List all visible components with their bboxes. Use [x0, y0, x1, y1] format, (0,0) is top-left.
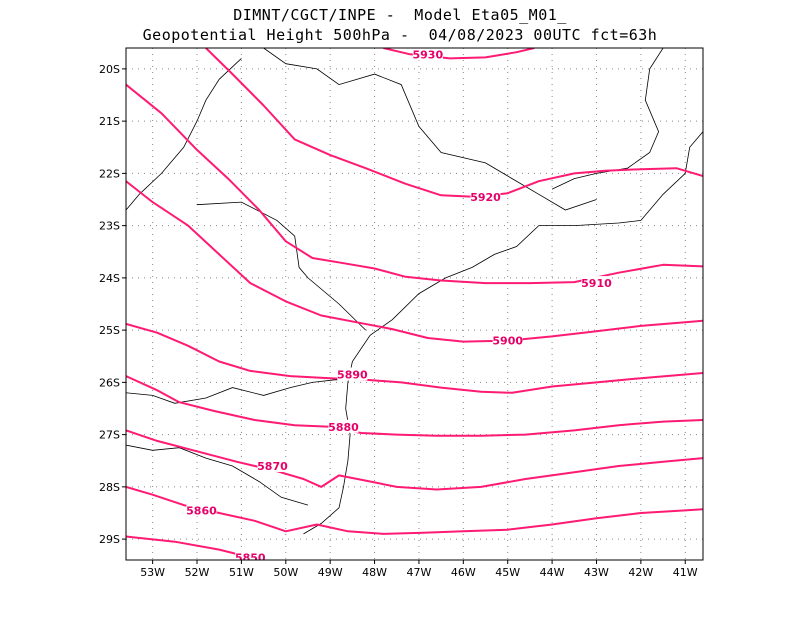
axis-ticks-layer: 20S 21S 22S 23S 24S 25S 26S 27S 28S 29S 53W 52W 51W 5…: [99, 63, 698, 579]
contour-layer: [126, 48, 703, 559]
lat-tick-label: 26S: [99, 376, 120, 389]
coastline: [126, 58, 242, 211]
contour-5920: [205, 48, 703, 198]
contour-label-5890: 5890: [337, 369, 368, 382]
map-subtitle: Geopotential Height 500hPa - 04/08/2023 …: [142, 26, 658, 44]
contour-label-bg: [337, 367, 368, 381]
lon-tick-label: 41W: [673, 566, 698, 579]
lat-tick-label: 23S: [99, 220, 120, 233]
contour-label-5910: 5910: [581, 277, 612, 290]
map-title: DIMNT/CGCT/INPE - Model Eta05_M01_: [233, 6, 567, 24]
coastline: [303, 131, 703, 535]
contour-label-5850: 5850: [235, 551, 266, 564]
lat-tick-label: 27S: [99, 429, 120, 442]
lon-tick-label: 46W: [451, 566, 476, 579]
contour-5870: [126, 429, 703, 491]
lon-tick-label: 50W: [273, 566, 298, 579]
contour-5880: [126, 375, 703, 437]
contour-label-5870: 5870: [257, 460, 288, 473]
lat-tick-label: 20S: [99, 63, 120, 76]
contour-label-5930: 5930: [413, 48, 444, 61]
lon-tick-label: 49W: [318, 566, 343, 579]
contour-label-bg: [186, 503, 217, 517]
lon-tick-label: 42W: [628, 566, 653, 579]
lon-tick-label: 47W: [407, 566, 432, 579]
map-frame: [125, 47, 704, 561]
contour-label-bg: [492, 333, 523, 347]
lat-tick-label: 25S: [99, 324, 120, 337]
contour-5850: [126, 535, 251, 559]
lat-tick-label: 28S: [99, 481, 120, 494]
contour-label-5920: 5920: [470, 191, 501, 204]
lon-tick-label: 48W: [362, 566, 387, 579]
lat-tick-label: 24S: [99, 272, 120, 285]
coastline-layer: [126, 48, 703, 535]
coastline: [126, 379, 348, 404]
contour-label-bg: [328, 419, 359, 433]
lon-tick-label: 44W: [540, 566, 565, 579]
contour-label-bg: [235, 550, 266, 560]
coastline: [126, 444, 309, 506]
lon-tick-label: 53W: [140, 566, 165, 579]
contour-5900: [126, 180, 703, 343]
contour-5910: [126, 83, 703, 285]
contour-label-layer: 5850 5860 5870 5880 5890 5900 5910 5920 5930: [186, 48, 612, 564]
coastline: [196, 201, 366, 331]
contour-label-bg: [257, 458, 288, 472]
contour-label-bg: [470, 189, 501, 203]
contour-label-5900: 5900: [492, 335, 523, 348]
contour-5930: [383, 48, 535, 60]
contour-label-bg: [581, 276, 612, 290]
contour-label-5860: 5860: [186, 504, 217, 517]
lon-tick-label: 43W: [584, 566, 609, 579]
lat-tick-label: 22S: [99, 167, 120, 180]
lon-tick-label: 52W: [185, 566, 210, 579]
lat-tick-label: 29S: [99, 533, 120, 546]
lat-tick-label: 21S: [99, 115, 120, 128]
lon-tick-label: 51W: [229, 566, 254, 579]
contour-5890: [126, 322, 703, 394]
grid-layer: [126, 48, 703, 560]
contour-label-5880: 5880: [328, 421, 359, 434]
coastline: [551, 48, 664, 190]
coastline: [263, 48, 597, 211]
lon-tick-label: 45W: [495, 566, 520, 579]
contour-label-bg: [412, 48, 443, 61]
